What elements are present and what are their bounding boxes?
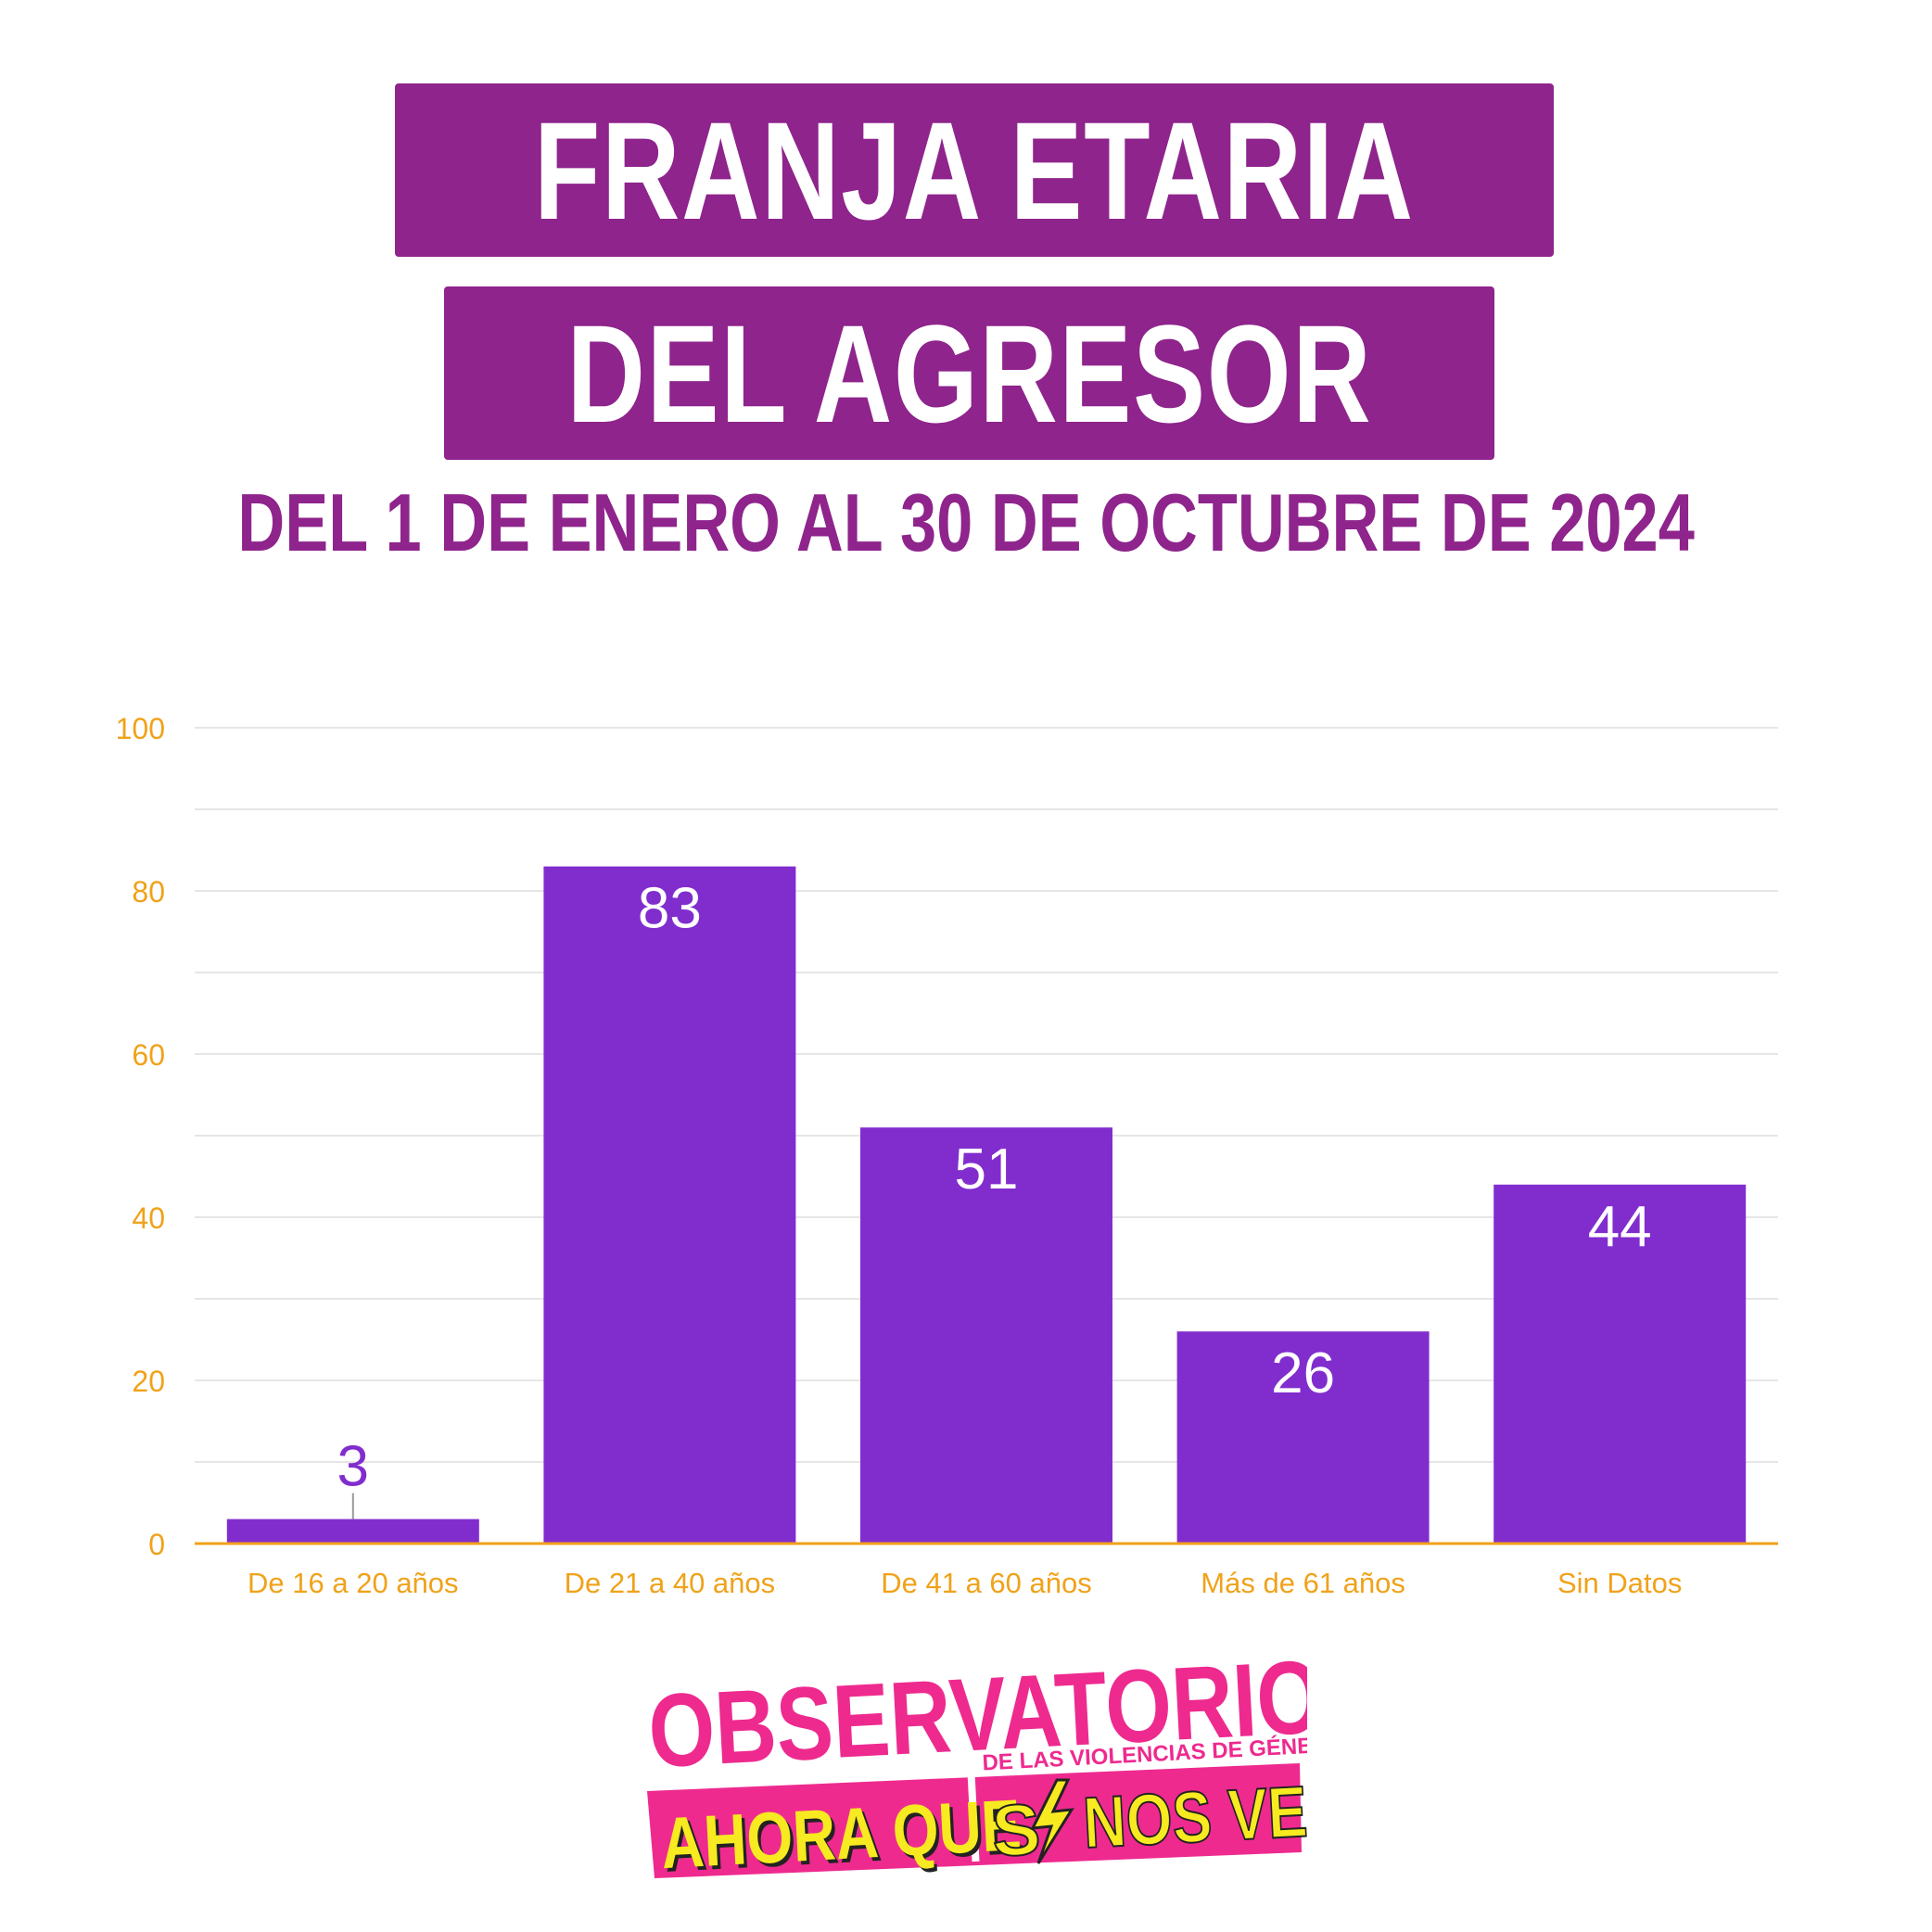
bar [543, 866, 796, 1544]
data-label: 26 [1271, 1341, 1335, 1405]
bar-chart: 0 20 40 60 80 100 3 De 16 a 20 años 83 De 21 a 40… [116, 712, 1778, 1599]
title-line-2-box: DEL AGRESOR [444, 286, 1494, 460]
x-tick-label: De 41 a 60 años [881, 1567, 1092, 1599]
y-tick-label: 40 [132, 1201, 165, 1235]
data-label: 83 [638, 877, 702, 941]
subtitle-text: DEL 1 DE ENERO AL 30 DE OCTUBRE DE 2024 [237, 477, 1695, 568]
x-tick-label: Sin Datos [1557, 1567, 1682, 1599]
y-tick-label: 20 [132, 1365, 165, 1398]
x-tick-label: De 16 a 20 años [248, 1567, 459, 1599]
bar [1493, 1184, 1747, 1544]
y-tick-label: 80 [132, 875, 165, 909]
x-tick-label: De 21 a 40 años [565, 1567, 776, 1599]
title-line-1-box: FRANJA ETARIA [395, 83, 1554, 257]
logo-ahora-que-text: AHORA QUE [662, 1788, 1025, 1888]
bar [1176, 1331, 1430, 1544]
title-line-1: FRANJA ETARIA [534, 92, 1415, 248]
logo-si-text: S [990, 1788, 1043, 1873]
lightning-bolt-icon [1030, 1778, 1074, 1864]
logo-observatorio-text: OBSERVATORIO [645, 1638, 1307, 1790]
data-label: 3 [337, 1435, 369, 1499]
bar [226, 1519, 479, 1544]
title-line-2: DEL AGRESOR [566, 295, 1372, 451]
observatorio-logo: OBSERVATORIO DE LAS VIOLENCIAS DE GÉNERO… [645, 1638, 1307, 1888]
logo-ribbon-divider [967, 1772, 980, 1862]
logo-ahora-que-text-front: AHORA QUE [659, 1785, 1023, 1885]
x-tick-label: Más de 61 años [1201, 1567, 1405, 1599]
data-label: 51 [955, 1138, 1019, 1201]
chart-subtitle: DEL 1 DE ENERO AL 30 DE OCTUBRE DE 2024 [0, 482, 1932, 564]
y-tick-label: 0 [148, 1528, 165, 1561]
y-tick-label: 100 [116, 712, 165, 745]
data-label: 44 [1588, 1195, 1652, 1259]
bar [860, 1127, 1112, 1544]
logo-nos-ven-text: NOS VEN [1081, 1769, 1307, 1863]
y-tick-label: 60 [132, 1038, 165, 1072]
